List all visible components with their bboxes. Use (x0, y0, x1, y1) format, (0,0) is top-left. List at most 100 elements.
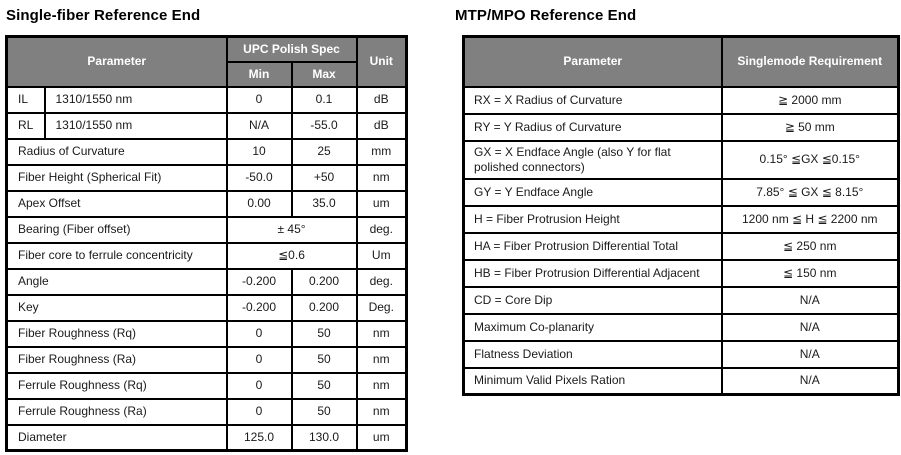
requirement-cell: 7.85° ≦ GX ≦ 8.15° (720, 177, 900, 207)
table-row: GY = Y Endface Angle 7.85° ≦ GX ≦ 8.15° (462, 177, 900, 207)
parameter-cell: Radius of Curvature (5, 137, 228, 166)
table-row: Fiber core to ferrule concentricity ≦0.6… (5, 241, 408, 270)
table-row: Diameter 125.0 130.0 um (5, 423, 408, 452)
single-fiber-section-title: Single-fiber Reference End (6, 7, 201, 24)
requirement-cell: 1200 nm ≦ H ≦ 2200 nm (720, 204, 900, 234)
max-cell: 25 (290, 137, 358, 166)
parameter-cell: Maximum Co-planarity (462, 312, 723, 342)
table-row: RX = X Radius of Curvature ≧ 2000 mm (462, 85, 900, 115)
max-cell: -55.0 (290, 111, 358, 140)
table-row: RY = Y Radius of Curvature ≧ 50 mm (462, 112, 900, 142)
unit-column-header: Unit (355, 35, 408, 88)
parameter-cell: GX = X Endface Angle (also Y for flat po… (462, 139, 723, 180)
unit-cell: nm (355, 397, 408, 426)
table-row: Apex Offset 0.00 35.0 um (5, 189, 408, 218)
requirement-cell: ≧ 2000 mm (720, 85, 900, 115)
spec-range-cell: ≦0.6 (225, 241, 358, 270)
table-row: Fiber Roughness (Ra) 0 50 nm (5, 345, 408, 374)
parameter-cell: Angle (5, 267, 228, 296)
unit-cell: deg. (355, 267, 408, 296)
table-subheader-row: Min Max (7, 60, 407, 88)
min-cell: 0 (225, 85, 293, 114)
min-cell: 0 (225, 371, 293, 400)
max-cell: 130.0 (290, 423, 358, 452)
table-row: Fiber Height (Spherical Fit) -50.0 +50 n… (5, 163, 408, 192)
max-cell: 0.200 (290, 267, 358, 296)
table-row: HB = Fiber Protrusion Differential Adjac… (462, 258, 900, 288)
unit-cell: um (355, 423, 408, 452)
parameter-abbr-cell: RL (5, 111, 46, 140)
parameter-cell: Fiber Height (Spherical Fit) (5, 163, 228, 192)
parameter-cell: Apex Offset (5, 189, 228, 218)
min-cell: 0 (225, 397, 293, 426)
parameter-cell: HB = Fiber Protrusion Differential Adjac… (462, 258, 723, 288)
parameter-cell: H = Fiber Protrusion Height (462, 204, 723, 234)
spec-range-cell: ± 45° (225, 215, 358, 244)
max-cell: 50 (290, 319, 358, 348)
parameter-cell: 1310/1550 nm (43, 85, 228, 114)
min-column-header: Min (225, 60, 293, 88)
requirement-cell: N/A (720, 339, 900, 369)
max-cell: 0.200 (290, 293, 358, 322)
unit-cell: Deg. (355, 293, 408, 322)
table-header-row: Parameter Singlemode Requirement (462, 35, 900, 88)
max-cell: +50 (290, 163, 358, 192)
table-row: Maximum Co-planarity N/A (462, 312, 900, 342)
table-row: Flatness Deviation N/A (462, 339, 900, 369)
parameter-abbr-cell: IL (5, 85, 46, 114)
max-cell: 0.1 (290, 85, 358, 114)
parameter-cell: Fiber Roughness (Rq) (5, 319, 228, 348)
table-row: Bearing (Fiber offset) ± 45° deg. (5, 215, 408, 244)
requirement-cell: N/A (720, 312, 900, 342)
parameter-cell: CD = Core Dip (462, 285, 723, 315)
table-row: H = Fiber Protrusion Height 1200 nm ≦ H … (462, 204, 900, 234)
mtp-mpo-spec-table: Parameter Singlemode Requirement RX = X … (462, 35, 900, 396)
parameter-column-header: Parameter (462, 35, 723, 88)
unit-cell: nm (355, 345, 408, 374)
parameter-cell: Flatness Deviation (462, 339, 723, 369)
requirement-cell: 0.15° ≦GX ≦0.15° (720, 139, 900, 180)
table-row: Fiber Roughness (Rq) 0 50 nm (5, 319, 408, 348)
max-cell: 50 (290, 397, 358, 426)
table-row: Key -0.200 0.200 Deg. (5, 293, 408, 322)
table-row: CD = Core Dip N/A (462, 285, 900, 315)
unit-cell: mm (355, 137, 408, 166)
min-cell: 0 (225, 345, 293, 374)
min-cell: 0 (225, 319, 293, 348)
table-row: Ferrule Roughness (Ra) 0 50 nm (5, 397, 408, 426)
table-row: HA = Fiber Protrusion Differential Total… (462, 231, 900, 261)
unit-cell: nm (355, 319, 408, 348)
unit-cell: nm (355, 371, 408, 400)
parameter-cell: Fiber core to ferrule concentricity (5, 241, 228, 270)
unit-cell: Um (355, 241, 408, 270)
table-row: Ferrule Roughness (Rq) 0 50 nm (5, 371, 408, 400)
parameter-cell: Ferrule Roughness (Rq) (5, 371, 228, 400)
requirement-cell: ≦ 150 nm (720, 258, 900, 288)
requirement-cell: N/A (720, 366, 900, 396)
parameter-cell: RX = X Radius of Curvature (462, 85, 723, 115)
min-cell: -0.200 (225, 267, 293, 296)
max-column-header: Max (290, 60, 358, 88)
max-cell: 35.0 (290, 189, 358, 218)
unit-cell: nm (355, 163, 408, 192)
table-row: RL 1310/1550 nm N/A -55.0 dB (5, 111, 408, 140)
unit-cell: dB (355, 111, 408, 140)
min-cell: 10 (225, 137, 293, 166)
parameter-cell: Ferrule Roughness (Ra) (5, 397, 228, 426)
max-cell: 50 (290, 345, 358, 374)
min-cell: -50.0 (225, 163, 293, 192)
parameter-cell: Key (5, 293, 228, 322)
parameter-cell: GY = Y Endface Angle (462, 177, 723, 207)
table-row: Angle -0.200 0.200 deg. (5, 267, 408, 296)
table-row: IL 1310/1550 nm 0 0.1 dB (5, 85, 408, 114)
unit-cell: um (355, 189, 408, 218)
unit-cell: deg. (355, 215, 408, 244)
min-cell: N/A (225, 111, 293, 140)
parameter-column-header: Parameter (5, 35, 228, 88)
table-row: Radius of Curvature 10 25 mm (5, 137, 408, 166)
singlemode-requirement-column-header: Singlemode Requirement (720, 35, 900, 88)
parameter-cell: HA = Fiber Protrusion Differential Total (462, 231, 723, 261)
min-cell: -0.200 (225, 293, 293, 322)
upc-polish-spec-group-header: UPC Polish Spec (225, 35, 358, 63)
table-header-row: Parameter UPC Polish Spec Unit (5, 35, 408, 88)
